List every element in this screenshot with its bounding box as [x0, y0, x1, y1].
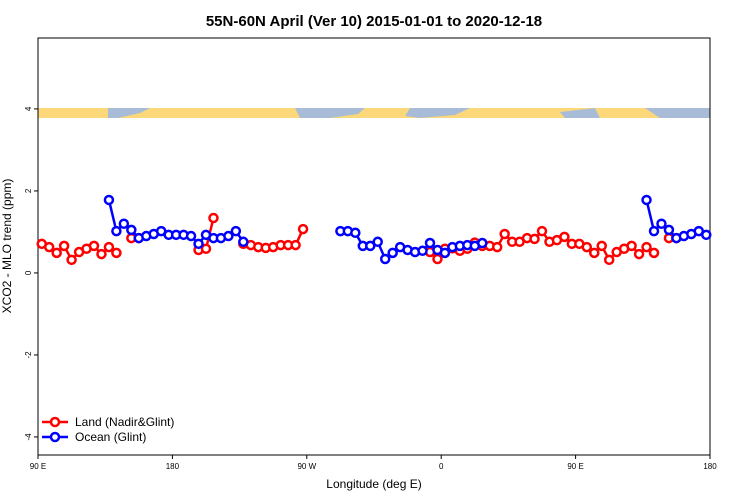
legend-marker — [49, 431, 61, 443]
data-point — [223, 230, 234, 242]
legend-marker — [49, 416, 61, 428]
legend-label: Ocean (Glint) — [75, 430, 146, 444]
data-point — [365, 240, 376, 252]
data-point — [589, 247, 600, 259]
ocean-patch — [645, 108, 710, 118]
ocean-patch — [108, 108, 150, 118]
data-point — [238, 236, 249, 248]
data-point — [126, 224, 137, 236]
chart-title: 55N-60N April (Ver 10) 2015-01-01 to 202… — [206, 13, 542, 30]
data-point — [58, 240, 70, 252]
data-point — [185, 230, 197, 242]
data-point — [603, 254, 615, 266]
data-point — [372, 236, 383, 248]
legend-label: Land (Nadir&Glint) — [75, 415, 174, 429]
y-tick-label: 4 — [24, 106, 33, 111]
data-point — [103, 241, 115, 253]
data-point — [648, 247, 660, 259]
data-point — [499, 228, 510, 240]
data-point — [701, 229, 712, 241]
x-tick-label: 90 E — [567, 462, 583, 471]
data-point — [88, 240, 100, 252]
data-point — [641, 194, 652, 206]
data-point — [641, 241, 652, 253]
data-point — [111, 225, 122, 237]
data-point — [596, 240, 607, 252]
land-strip — [38, 108, 710, 118]
ocean-patch — [405, 108, 470, 118]
data-point — [51, 247, 62, 259]
y-tick-label: 0 — [24, 270, 33, 275]
data-point — [118, 218, 130, 229]
data-point — [581, 241, 593, 253]
map-strip — [38, 108, 710, 118]
data-point — [626, 240, 637, 252]
data-point — [439, 247, 451, 259]
data-point — [350, 227, 361, 239]
data-point — [529, 233, 540, 245]
x-axis-label: Longitude (deg E) — [326, 477, 421, 491]
legend: Land (Nadir&Glint)Ocean (Glint) — [42, 415, 174, 444]
data-point — [297, 223, 309, 235]
data-point — [663, 224, 675, 236]
data-point — [200, 243, 212, 255]
x-tick-label: 180 — [703, 462, 717, 471]
data-point — [536, 225, 548, 237]
data-point — [290, 239, 301, 251]
data-point — [111, 247, 122, 259]
data-point — [379, 253, 391, 265]
data-point — [432, 253, 443, 265]
data-point — [208, 212, 219, 224]
data-point — [387, 247, 398, 259]
data-point — [43, 241, 55, 253]
x-tick-label: 0 — [439, 462, 444, 471]
x-tick-label: 180 — [166, 462, 180, 471]
data-point — [66, 254, 77, 266]
data-point — [230, 225, 242, 237]
data-point — [491, 241, 503, 253]
x-tick-label: 90 W — [297, 462, 316, 471]
data-point — [417, 245, 428, 257]
data-point — [477, 237, 488, 249]
y-tick-label: -4 — [24, 433, 33, 441]
y-axis-label: XCO2 - MLO trend (ppm) — [0, 179, 14, 314]
data-point — [633, 248, 645, 260]
data-point — [193, 238, 204, 250]
data-point — [96, 248, 107, 260]
data-point — [656, 218, 667, 229]
y-tick-label: -2 — [24, 351, 33, 359]
data-point — [424, 237, 436, 249]
data-point — [559, 231, 570, 243]
data-point — [648, 225, 660, 237]
y-tick-label: 2 — [24, 188, 33, 193]
data-point — [103, 194, 115, 206]
x-tick-label: 90 E — [30, 462, 46, 471]
ocean-patch — [295, 108, 365, 118]
ocean-patch — [560, 108, 600, 118]
